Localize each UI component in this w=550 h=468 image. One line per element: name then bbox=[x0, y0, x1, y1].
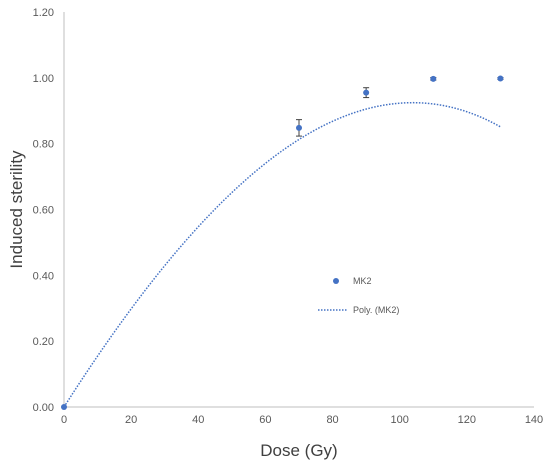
x-tick-label: 140 bbox=[525, 414, 543, 426]
trendline-group bbox=[63, 101, 501, 408]
y-tick-label: 0.20 bbox=[33, 336, 54, 348]
data-point bbox=[497, 75, 504, 82]
legend-marker-mk2 bbox=[333, 278, 339, 284]
trendline-poly-mk2 bbox=[63, 101, 501, 408]
x-tick-label: 0 bbox=[61, 414, 67, 426]
x-axis-title: Dose (Gy) bbox=[260, 441, 337, 460]
y-axis-title: Induced sterility bbox=[7, 150, 26, 269]
y-tick-label: 0.80 bbox=[33, 139, 54, 151]
data-points-group bbox=[61, 75, 504, 410]
y-tick-label: 0.60 bbox=[33, 205, 54, 217]
y-tick-label: 0.40 bbox=[33, 270, 54, 282]
axes bbox=[63, 12, 534, 408]
x-tick-label: 40 bbox=[192, 414, 204, 426]
data-point bbox=[296, 124, 302, 131]
legend: MK2 Poly. (MK2) bbox=[318, 276, 399, 315]
y-tick-label: 1.20 bbox=[33, 7, 54, 19]
x-tick-label: 60 bbox=[259, 414, 271, 426]
y-tick-label: 1.00 bbox=[33, 73, 54, 85]
x-tick-label: 120 bbox=[458, 414, 476, 426]
x-tick-labels: 0 20 40 60 80 100 120 140 bbox=[61, 414, 543, 426]
data-point bbox=[430, 75, 437, 82]
data-point bbox=[363, 89, 370, 96]
y-tick-labels: 0.00 0.20 0.40 0.60 0.80 1.00 1.20 bbox=[33, 7, 54, 414]
x-tick-label: 20 bbox=[125, 414, 137, 426]
data-point bbox=[61, 404, 67, 410]
y-tick-label: 0.00 bbox=[33, 402, 54, 414]
legend-label-mk2: MK2 bbox=[353, 276, 372, 286]
x-tick-label: 80 bbox=[326, 414, 338, 426]
x-tick-label: 100 bbox=[391, 414, 409, 426]
legend-label-poly-mk2: Poly. (MK2) bbox=[353, 305, 399, 315]
